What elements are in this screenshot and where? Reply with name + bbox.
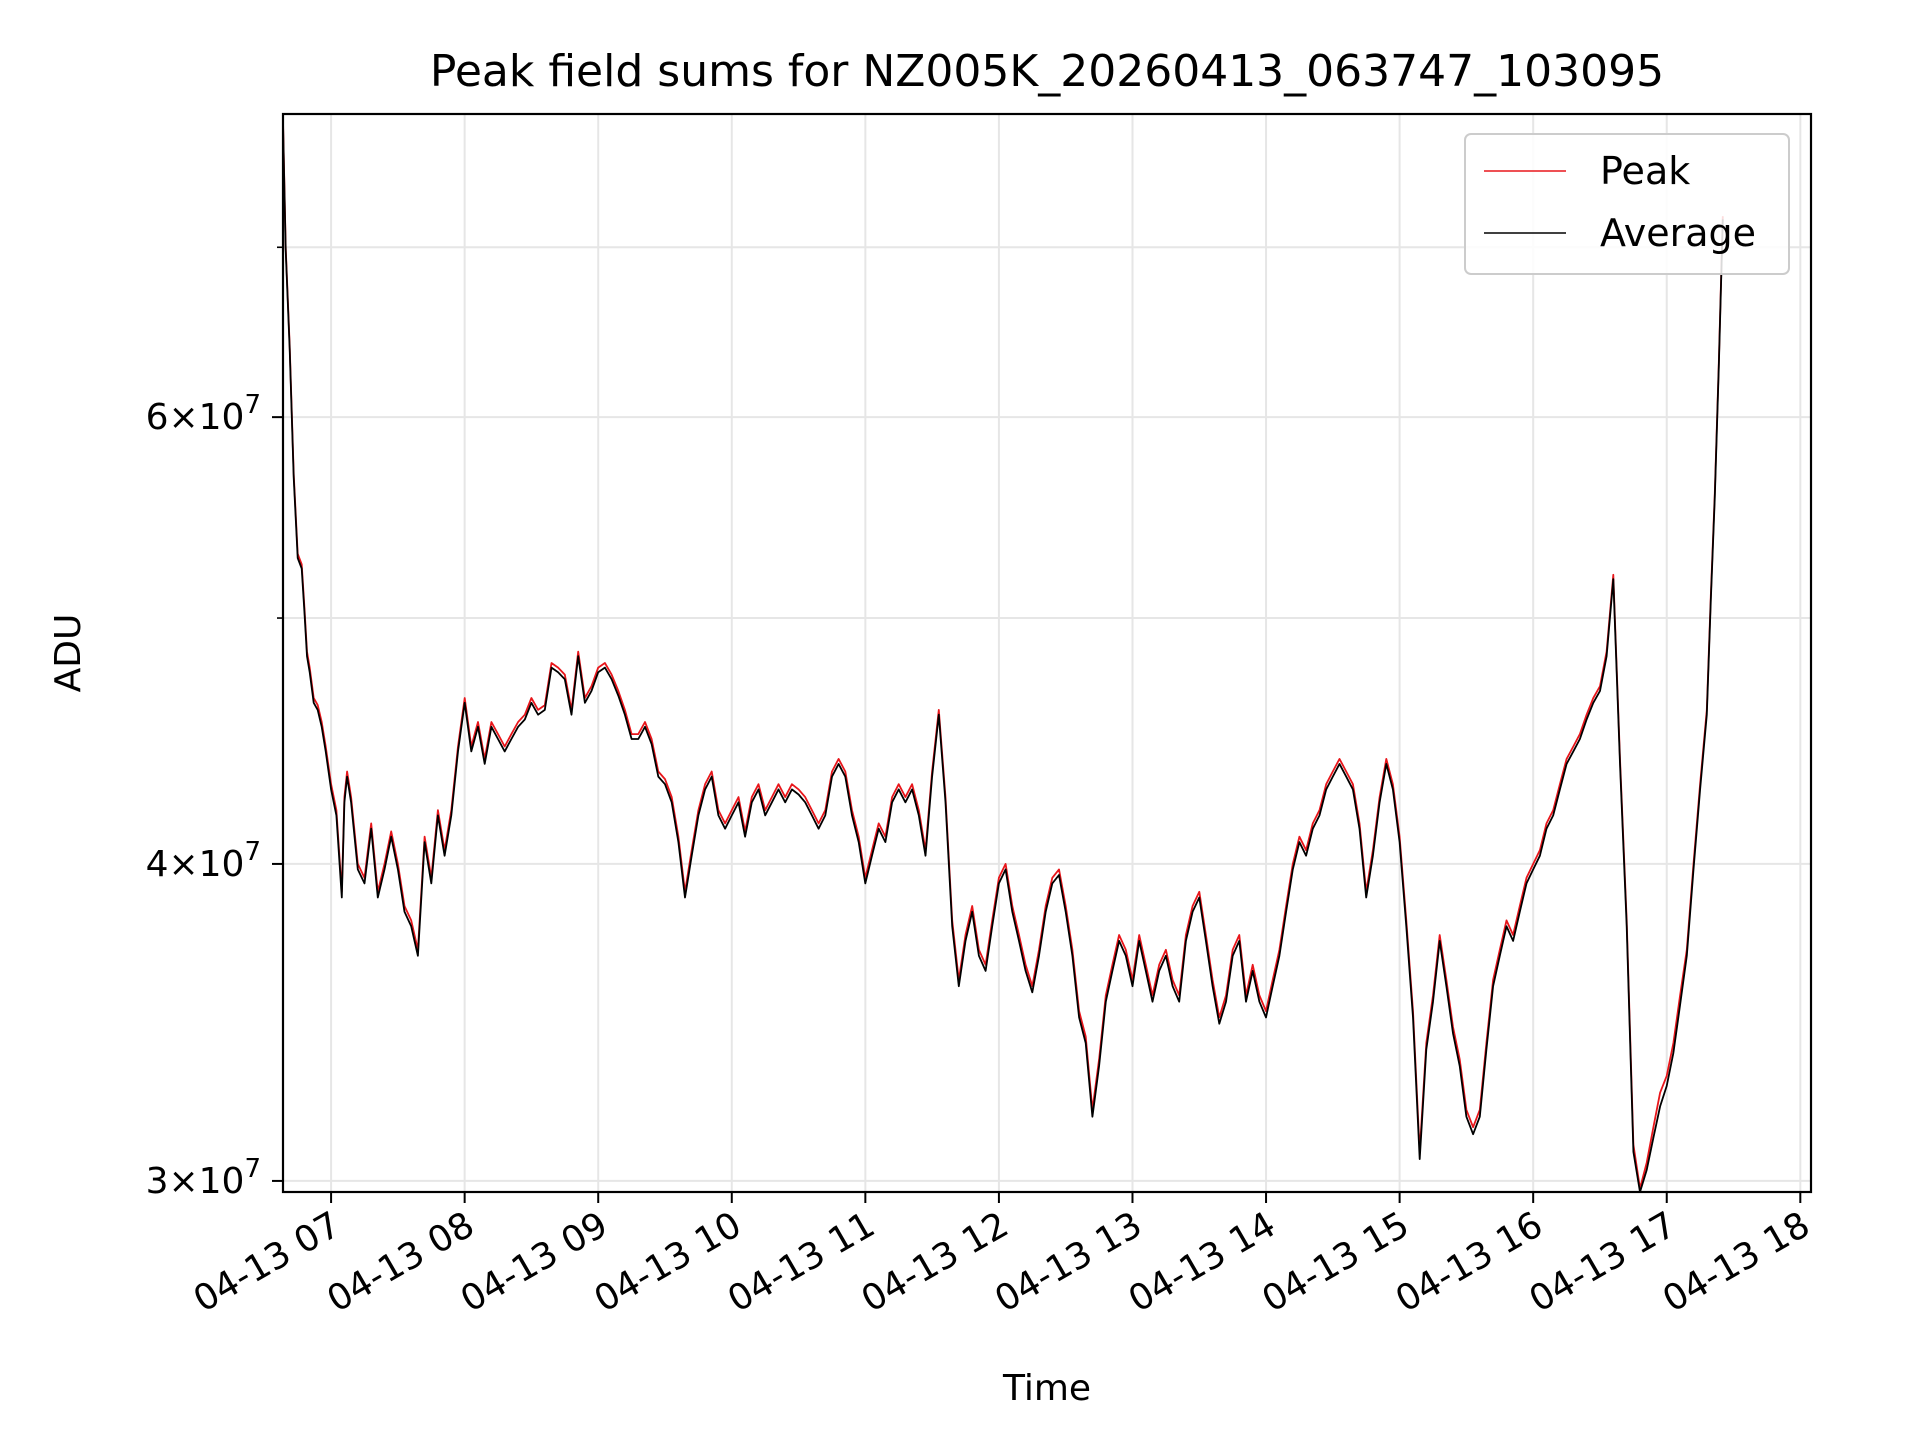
legend-box — [1464, 133, 1790, 275]
series-line-average — [283, 123, 1724, 1192]
legend-label-average: Average — [1600, 211, 1756, 255]
chart-title: Peak field sums for NZ005K_20260413_0637… — [430, 46, 1664, 97]
grid-lines — [283, 114, 1811, 1192]
x-axis-label: Time — [1002, 1368, 1091, 1409]
y-tick-label: 3×107 — [146, 1154, 261, 1202]
plot-frame — [281, 112, 1813, 1194]
y-axis-ticks: 3×107 4×107 6×107 — [146, 246, 283, 1202]
legend: Peak Average — [1464, 133, 1790, 275]
y-tick-label: 4×107 — [146, 837, 261, 885]
series-lines — [283, 120, 1724, 1192]
y-axis-label: ADU — [48, 614, 89, 693]
legend-label-peak: Peak — [1600, 149, 1690, 193]
y-tick-label: 6×107 — [146, 390, 261, 438]
